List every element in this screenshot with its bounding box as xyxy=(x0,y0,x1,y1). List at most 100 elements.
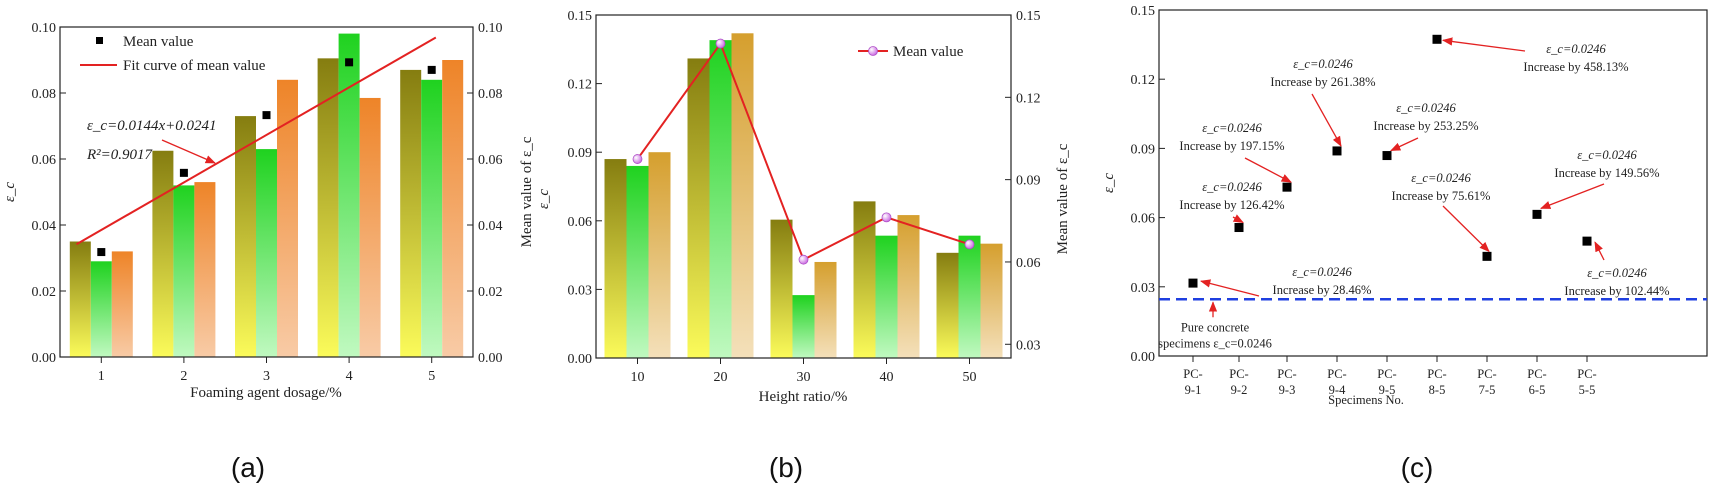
panel-b-y-tick-label: 0.03 xyxy=(568,283,593,298)
panel-c-annotation-increase: Increase by 458.13% xyxy=(1523,60,1628,74)
panel-c-annotation-arrow xyxy=(1199,279,1260,297)
panel-a-equation-arrow xyxy=(161,139,216,164)
panel-a-y-tick-label: 0.04 xyxy=(32,219,57,234)
panel-c-data-point xyxy=(1482,251,1492,261)
panel-b-bar xyxy=(980,243,1003,358)
panel-c-x-tick-label-top: PC- xyxy=(1327,367,1346,381)
panel-b-y-tick-label: 0.09 xyxy=(568,146,593,161)
panel-c-label: (c) xyxy=(1401,452,1434,483)
panel-a-bar xyxy=(442,60,464,357)
panel-a-y-tick-label: 0.08 xyxy=(32,87,57,102)
panel-c-x-tick-label-bottom: 9-2 xyxy=(1231,383,1248,397)
panel-c-data-point xyxy=(1234,223,1244,233)
panel-b-bar xyxy=(853,201,876,358)
panel-c-x-tick-label-top: PC- xyxy=(1527,367,1546,381)
panel-b-bar xyxy=(687,58,710,359)
panel-c-annotation-value: ε_c=0.0246 xyxy=(1411,171,1471,185)
panel-c-x-tick-label-top: PC- xyxy=(1577,367,1596,381)
panel-c-annotation-value: ε_c=0.0246 xyxy=(1396,101,1456,115)
panel-c-y-axis-title: ε_c xyxy=(1101,173,1117,193)
panel-b-x-tick-label: 20 xyxy=(714,370,728,385)
panel-a-y2-tick-label: 0.04 xyxy=(478,219,503,234)
panel-b-x-tick-label: 10 xyxy=(631,370,645,385)
panel-a-bar xyxy=(317,58,339,357)
panel-a-bar xyxy=(235,116,256,357)
panel-b-x-tick-label: 30 xyxy=(797,370,811,385)
panel-c-x-tick-label-bottom: 6-5 xyxy=(1529,383,1546,397)
panel-c-y-tick-label: 0.06 xyxy=(1131,212,1156,227)
panel-a-x-axis-title: Foaming agent dosage/% xyxy=(190,385,342,401)
panel-c-annotation-value: ε_c=0.0246 xyxy=(1202,180,1262,194)
panel-c-annotation-arrow xyxy=(1244,157,1292,183)
panel-c-annotation-increase: Increase by 102.44% xyxy=(1564,284,1669,298)
panel-c-annotation-value: ε_c=0.0246 xyxy=(1292,265,1352,279)
panel-b-bar xyxy=(648,152,671,358)
panel-c-annotation-arrow xyxy=(1390,137,1419,152)
panel-c-x-tick-label-bottom: 5-5 xyxy=(1579,383,1596,397)
panel-c-x-tick-label-top: PC- xyxy=(1377,367,1396,381)
panel-c-data-point xyxy=(1582,236,1592,246)
panel-c-frame xyxy=(1158,9,1708,357)
panel-a-mean-marker xyxy=(262,111,271,120)
panel-b-y-tick-label: 0.15 xyxy=(568,9,593,24)
panel-a-y-tick-label: 0.02 xyxy=(32,285,57,300)
panel-c-x-tick-label-bottom: 9-3 xyxy=(1279,383,1296,397)
panel-b-legend-mean-label: Mean value xyxy=(893,44,964,60)
panel-a-y2-tick-label: 0.02 xyxy=(478,285,503,300)
panel-c-annotation-arrow xyxy=(1232,214,1244,224)
panel-a-mean-marker xyxy=(97,248,106,257)
panel-c-annotation-value: ε_c=0.0246 xyxy=(1202,121,1262,135)
panel-a-y-tick-label: 0.00 xyxy=(32,351,57,366)
panel-c-x-tick-label-bottom: 8-5 xyxy=(1429,383,1446,397)
panel-a-fit-r2: R²=0.9017 xyxy=(86,147,154,163)
panel-c-x-tick-label-top: PC- xyxy=(1427,367,1446,381)
panel-a-bar xyxy=(152,150,174,357)
panel-b-mean-marker xyxy=(964,239,975,250)
panel-c-annotation-value: ε_c=0.0246 xyxy=(1587,266,1647,280)
panel-c-annotation-arrow xyxy=(1441,37,1526,52)
panel-c-data-point xyxy=(1532,209,1542,219)
panel-c-annotation-increase: Increase by 75.61% xyxy=(1392,189,1491,203)
panel-c-x-tick-label-top: PC- xyxy=(1477,367,1496,381)
panel-b-y2-tick-label: 0.09 xyxy=(1016,174,1041,189)
panel-b-bar xyxy=(792,295,815,358)
panel-a-x-tick-label: 4 xyxy=(346,369,353,384)
panel-a-fit-equation: ε_c=0.0144x+0.0241 xyxy=(87,118,216,134)
panel-a-bar xyxy=(421,79,443,358)
panel-c-annotation-increase: Increase by 253.25% xyxy=(1373,119,1478,133)
panel-b-bar xyxy=(958,235,981,358)
panel-a-bar xyxy=(173,185,195,357)
panel-b-chart: 0.00 0.03 0.06 0.09 0.12 0.15 0.03 0.06 0.09 0.1… xyxy=(536,9,1071,483)
panel-b-bar xyxy=(936,252,959,358)
panel-a-bar xyxy=(359,97,381,357)
panel-b-bar xyxy=(814,261,837,358)
panel-a-mean-marker xyxy=(427,65,436,74)
panel-c-y-tick-label: 0.15 xyxy=(1131,4,1156,19)
panel-a-legend-fit-label: Fit curve of mean value xyxy=(123,58,266,74)
panel-a-y2-axis-title: Mean value of ε_c xyxy=(519,136,535,247)
panel-c-data-point xyxy=(1282,182,1292,192)
panel-a-bar xyxy=(256,149,277,357)
panel-a-bar xyxy=(400,69,422,358)
panel-b-y2-tick-label: 0.06 xyxy=(1016,256,1041,271)
panel-b-y2-tick-label: 0.12 xyxy=(1016,91,1041,106)
panel-c-reference-label-line1: Pure concrete xyxy=(1181,320,1250,334)
panel-c-x-tick-label-bottom: 9-4 xyxy=(1329,383,1346,397)
panel-a-bar xyxy=(338,33,360,357)
panel-c-x-tick-label-top: PC- xyxy=(1277,367,1296,381)
panel-b-bar xyxy=(626,165,649,358)
panel-b-x-tick-label: 40 xyxy=(880,370,894,385)
panel-a-bar xyxy=(277,79,298,358)
panel-b-mean-line xyxy=(636,41,970,262)
panel-c-y-tick-label: 0.09 xyxy=(1131,142,1156,157)
panel-a-chart: 0.00 0.02 0.04 0.06 0.08 0.10 0.00 0.02 0.04 0.0… xyxy=(2,21,535,483)
panel-c-annotation-arrow xyxy=(1540,183,1605,209)
panel-c-reference-label-line2: specimens ε_c=0.0246 xyxy=(1158,336,1272,350)
panel-c-annotation-increase: Increase by 197.15% xyxy=(1179,139,1284,153)
panel-a-y2-tick-label: 0.10 xyxy=(478,21,503,36)
panel-c-annotation-increase: Increase by 28.46% xyxy=(1273,283,1372,297)
panel-b-y-tick-label: 0.00 xyxy=(568,352,593,367)
panel-b-mean-marker xyxy=(715,38,726,49)
panel-c-annotation-increase: Increase by 261.38% xyxy=(1270,75,1375,89)
